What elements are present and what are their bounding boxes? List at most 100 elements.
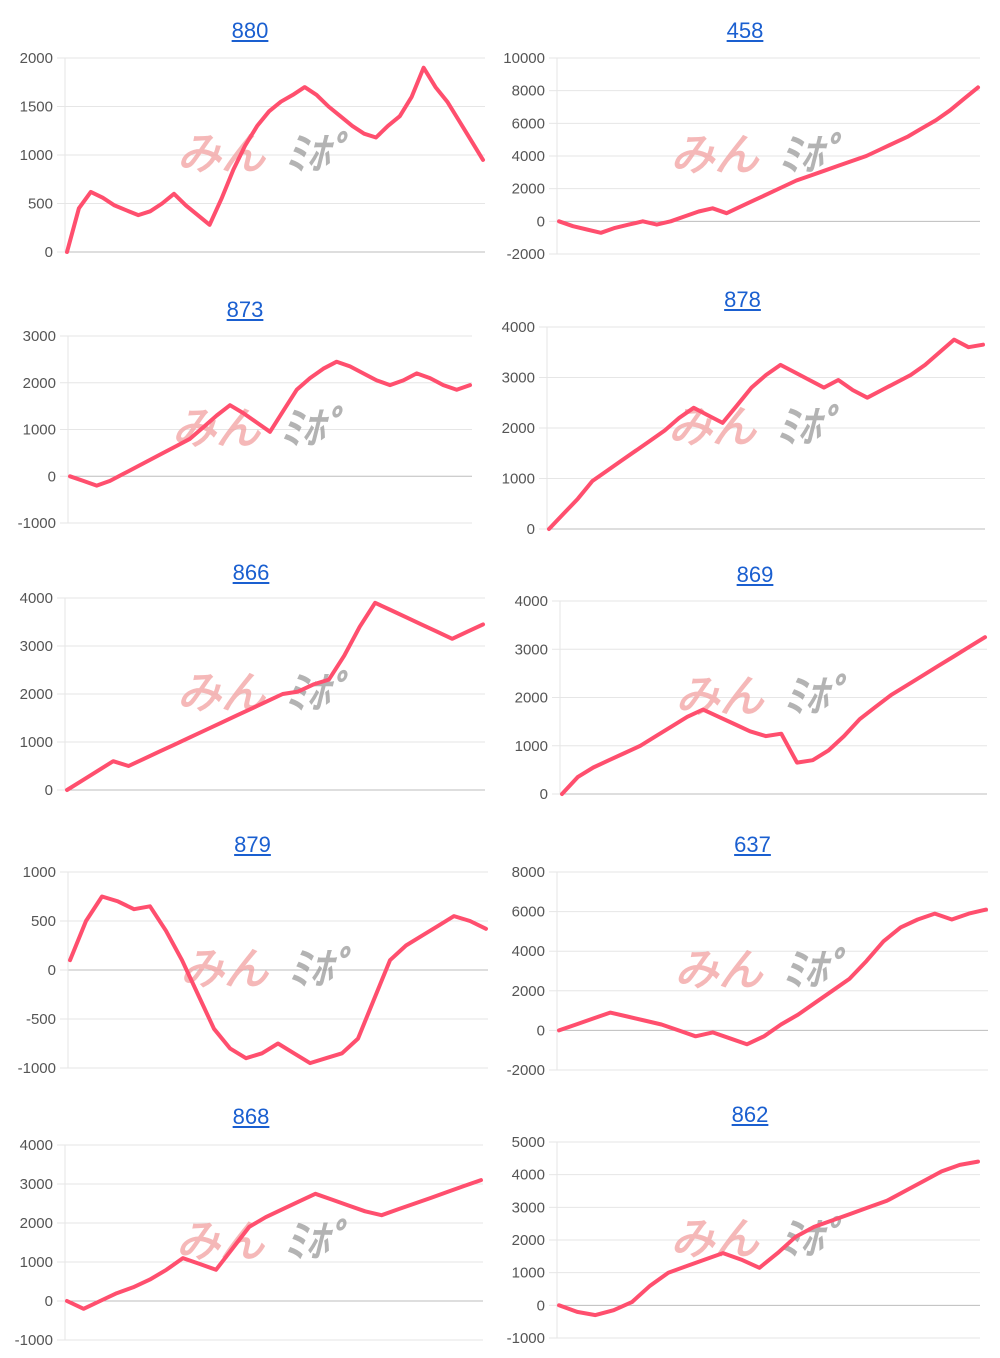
chart-title-link[interactable]: 868 — [232, 1104, 270, 1129]
y-tick-label: 3000 — [20, 638, 53, 655]
watermark-right-text: ﾐﾎﾟ — [284, 1217, 350, 1268]
watermark-left-text: みん — [177, 668, 267, 719]
watermark-left-text: みん — [668, 402, 758, 453]
watermark-right-text: ﾐﾎﾟ — [784, 672, 850, 723]
chart-panel-8: 637 -2000 0 2000 4000 6000 8000 みん ﾐﾎﾟ — [495, 825, 1000, 1085]
y-tick-label: 4000 — [502, 319, 535, 336]
chart-title-link[interactable]: 878 — [724, 287, 761, 312]
chart-panel-3: 873 -1000 0 1000 2000 3000 みん ﾐﾎﾟ — [0, 285, 500, 545]
y-tick-label: 5000 — [512, 1134, 545, 1151]
y-tick-label: 0 — [45, 1293, 53, 1310]
y-tick-label: -1000 — [507, 1330, 545, 1347]
y-tick-label: 500 — [28, 196, 53, 213]
y-tick-label: 0 — [45, 782, 53, 799]
y-tick-label: 500 — [31, 913, 56, 930]
watermark-left-text: みん — [675, 945, 765, 996]
series-line — [65, 600, 485, 792]
y-tick-label: 4000 — [515, 593, 548, 610]
series-line — [547, 337, 985, 531]
y-tick-label: 3000 — [20, 1176, 53, 1193]
series-line — [68, 359, 472, 488]
y-tick-label: 8000 — [512, 83, 545, 100]
chart-title-link[interactable]: 866 — [232, 560, 270, 585]
chart-panel-4: 878 0 1000 2000 3000 4000 みん ﾐﾎﾟ — [495, 285, 1000, 545]
y-tick-label: 1000 — [23, 422, 56, 439]
watermark-right-text: ﾐﾎﾟ — [776, 402, 842, 453]
y-tick-label: 1000 — [512, 1265, 545, 1282]
line-chart: 0 500 1000 1500 2000 みん ﾐﾎﾟ — [20, 50, 485, 261]
watermark-left-text: みん — [177, 129, 267, 180]
y-tick-label: 0 — [527, 521, 535, 538]
y-tick-label: 6000 — [512, 115, 545, 132]
series-line — [557, 907, 988, 1047]
y-tick-label: 0 — [540, 786, 548, 803]
y-tick-label: 1000 — [502, 471, 535, 488]
y-tick-label: 4000 — [20, 1137, 53, 1154]
y-tick-label: -2000 — [507, 1062, 545, 1079]
y-tick-label: 0 — [45, 244, 53, 261]
chart-title-link[interactable]: 862 — [731, 1102, 769, 1127]
y-tick-label: -500 — [26, 1011, 56, 1028]
y-tick-label: 2000 — [515, 690, 548, 707]
y-tick-label: 10000 — [503, 50, 545, 67]
series-line — [65, 1178, 483, 1311]
chart-title-link[interactable]: 869 — [736, 562, 774, 587]
y-tick-label: 2000 — [512, 181, 545, 198]
y-tick-label: -1000 — [15, 1332, 53, 1349]
line-chart: -1000 0 1000 2000 3000 みん ﾐﾎﾟ — [18, 328, 472, 532]
chart-title-link[interactable]: 458 — [726, 18, 764, 43]
y-tick-label: 3000 — [512, 1199, 545, 1216]
chart-title-link[interactable]: 637 — [734, 832, 771, 857]
y-tick-label: -2000 — [507, 246, 545, 263]
y-tick-label: 1000 — [20, 1254, 53, 1271]
series-line — [68, 894, 488, 1066]
y-tick-label: 4000 — [512, 148, 545, 165]
y-tick-label: 0 — [48, 962, 56, 979]
y-tick-label: 1000 — [23, 864, 56, 881]
watermark-right-text: ﾐﾎﾟ — [288, 944, 354, 995]
y-tick-label: 4000 — [20, 590, 53, 607]
y-tick-label: 0 — [537, 1022, 545, 1039]
y-tick-label: 2000 — [512, 1232, 545, 1249]
watermark-left-text: みん — [671, 130, 761, 181]
chart-panel-10: 862 -1000 0 1000 2000 3000 4000 5000 みん ﾐﾎﾟ — [495, 1095, 1000, 1358]
chart-title-link[interactable]: 880 — [231, 18, 269, 43]
chart-panel-2: 458 -2000 0 2000 4000 6000 8000 10000 みん ﾐﾎﾟ — [495, 0, 1000, 270]
y-tick-label: 2000 — [20, 50, 53, 67]
y-tick-label: 0 — [48, 468, 56, 485]
chart-panel-9: 868 -1000 0 1000 2000 3000 4000 みん ﾐﾎﾟ — [0, 1095, 500, 1358]
series-line — [557, 1159, 980, 1318]
y-tick-label: 3000 — [515, 641, 548, 658]
chart-title-link[interactable]: 873 — [226, 297, 264, 322]
y-tick-label: 4000 — [512, 943, 545, 960]
watermark-right-text: ﾐﾎﾟ — [779, 1214, 845, 1265]
y-tick-label: 0 — [537, 213, 545, 230]
y-tick-label: 2000 — [512, 983, 545, 1000]
chart-panel-5: 866 0 1000 2000 3000 4000 みん ﾐﾎﾟ — [0, 555, 500, 815]
watermark-right-text: ﾐﾎﾟ — [280, 404, 346, 455]
y-tick-label: 1000 — [515, 738, 548, 755]
chart-title-link[interactable]: 879 — [234, 832, 271, 857]
line-chart: -2000 0 2000 4000 6000 8000 10000 みん ﾐﾎﾟ — [503, 50, 980, 263]
y-tick-label: 2000 — [20, 686, 53, 703]
y-tick-label: 1000 — [20, 147, 53, 164]
y-tick-label: -1000 — [18, 515, 56, 532]
series-line — [560, 635, 987, 796]
watermark-left-text: みん — [172, 404, 262, 455]
y-tick-label: 4000 — [512, 1167, 545, 1184]
y-tick-label: 8000 — [512, 864, 545, 881]
y-tick-label: 1500 — [20, 99, 53, 116]
chart-panel-1: 880 0 500 1000 1500 2000 みん ﾐﾎﾟ — [0, 0, 500, 270]
y-tick-label: 1000 — [20, 734, 53, 751]
series-line — [65, 65, 485, 254]
watermark-right-text: ﾐﾎﾟ — [779, 130, 845, 181]
watermark-right-text: ﾐﾎﾟ — [285, 129, 351, 180]
chart-panel-6: 869 0 1000 2000 3000 4000 みん ﾐﾎﾟ — [495, 555, 1000, 815]
chart-panel-7: 879 -1000 -500 0 500 1000 みん ﾐﾎﾟ — [0, 825, 500, 1085]
